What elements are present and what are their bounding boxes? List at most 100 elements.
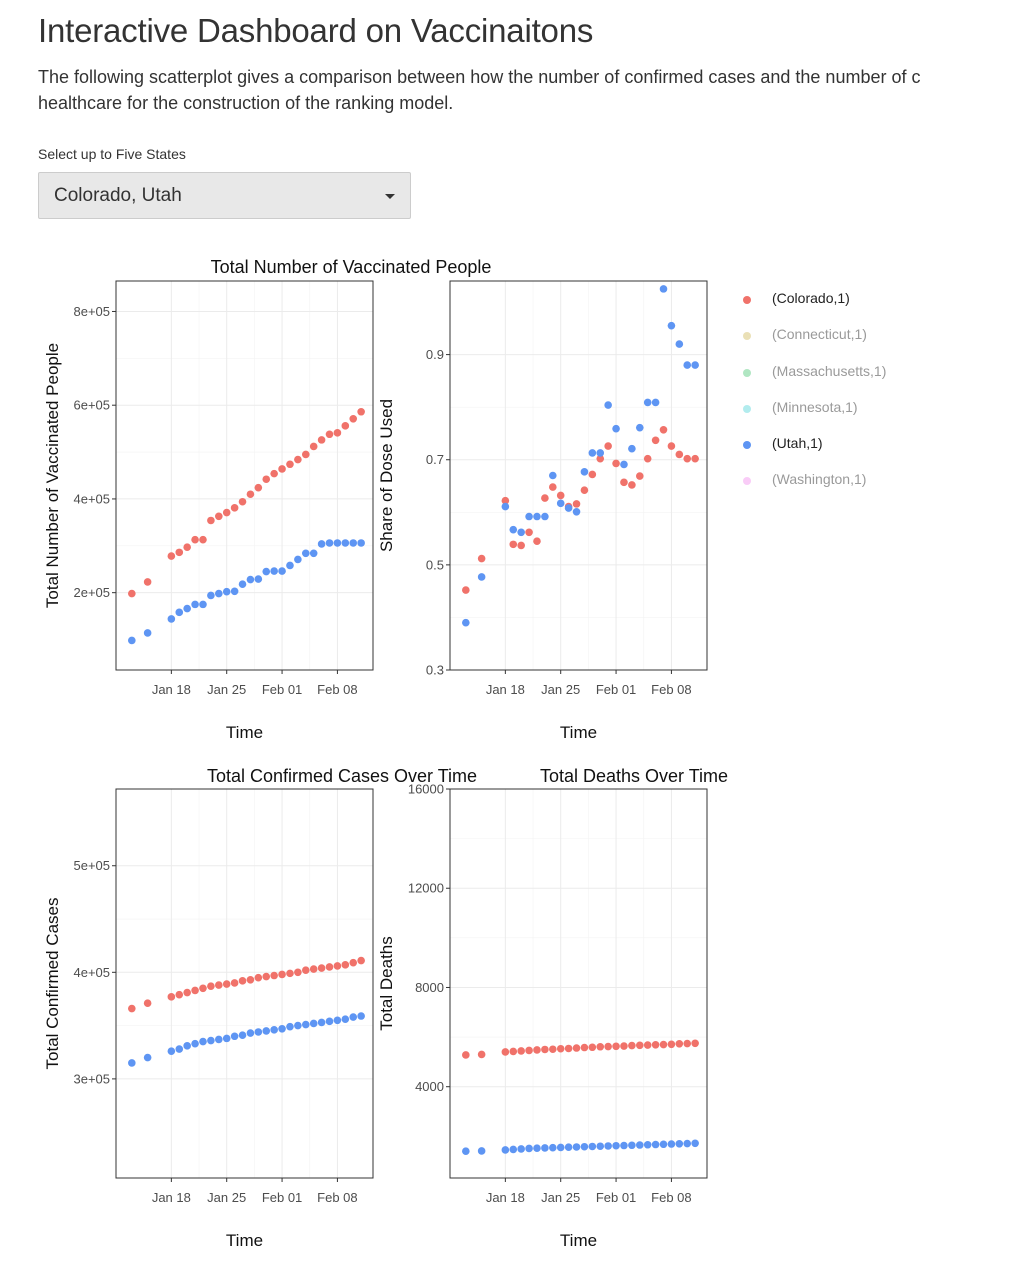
- data-point[interactable]: [620, 1042, 628, 1050]
- data-point[interactable]: [246, 975, 255, 984]
- data-point[interactable]: [325, 430, 334, 439]
- data-point[interactable]: [270, 567, 278, 575]
- data-point[interactable]: [604, 1042, 612, 1051]
- data-point[interactable]: [659, 1140, 668, 1149]
- data-point[interactable]: [143, 578, 152, 586]
- data-point[interactable]: [556, 1044, 565, 1053]
- data-point[interactable]: [462, 618, 470, 627]
- data-point[interactable]: [254, 483, 263, 492]
- data-point[interactable]: [588, 1043, 597, 1052]
- data-point[interactable]: [509, 525, 518, 534]
- data-point[interactable]: [612, 1042, 620, 1051]
- data-point[interactable]: [691, 1039, 699, 1048]
- state-select[interactable]: Colorado, Utah: [38, 172, 411, 219]
- data-point[interactable]: [143, 999, 152, 1008]
- data-point[interactable]: [604, 1142, 612, 1150]
- data-point[interactable]: [635, 472, 644, 480]
- data-point[interactable]: [238, 977, 247, 985]
- data-point[interactable]: [556, 491, 565, 500]
- data-point[interactable]: [309, 1019, 318, 1028]
- data-point[interactable]: [278, 567, 286, 575]
- data-point[interactable]: [556, 1143, 565, 1152]
- data-point[interactable]: [222, 508, 231, 517]
- data-point[interactable]: [501, 502, 510, 511]
- data-point[interactable]: [525, 1046, 533, 1055]
- data-point[interactable]: [333, 962, 342, 970]
- data-point[interactable]: [128, 589, 136, 598]
- data-point[interactable]: [683, 1039, 692, 1048]
- data-point[interactable]: [667, 321, 676, 330]
- data-point[interactable]: [341, 1015, 350, 1024]
- data-point[interactable]: [230, 979, 239, 987]
- data-point[interactable]: [143, 629, 152, 637]
- data-point[interactable]: [675, 450, 684, 459]
- data-point[interactable]: [254, 1028, 263, 1036]
- data-point[interactable]: [333, 429, 342, 437]
- data-point[interactable]: [659, 1040, 668, 1049]
- data-point[interactable]: [628, 444, 636, 453]
- data-point[interactable]: [462, 1147, 470, 1156]
- data-point[interactable]: [588, 1142, 597, 1151]
- data-point[interactable]: [262, 475, 271, 484]
- data-point[interactable]: [501, 1146, 510, 1154]
- data-point[interactable]: [222, 1034, 231, 1043]
- data-point[interactable]: [635, 423, 644, 432]
- data-point[interactable]: [588, 470, 597, 479]
- data-point[interactable]: [262, 567, 271, 576]
- data-point[interactable]: [167, 993, 176, 1001]
- data-point[interactable]: [349, 414, 358, 423]
- data-point[interactable]: [541, 512, 549, 521]
- data-point[interactable]: [612, 424, 620, 433]
- data-point[interactable]: [175, 990, 184, 999]
- data-point[interactable]: [317, 540, 326, 548]
- data-point[interactable]: [683, 361, 692, 369]
- data-point[interactable]: [270, 971, 278, 980]
- data-point[interactable]: [199, 1037, 207, 1046]
- data-point[interactable]: [509, 1145, 518, 1154]
- data-point[interactable]: [301, 966, 310, 974]
- data-point[interactable]: [635, 1141, 644, 1149]
- data-point[interactable]: [128, 1004, 136, 1013]
- data-point[interactable]: [175, 1045, 184, 1053]
- data-point[interactable]: [167, 1047, 176, 1055]
- data-point[interactable]: [286, 969, 294, 978]
- data-point[interactable]: [278, 1024, 286, 1033]
- data-point[interactable]: [651, 436, 660, 445]
- data-point[interactable]: [309, 442, 318, 451]
- data-point[interactable]: [230, 587, 239, 596]
- data-point[interactable]: [683, 454, 692, 463]
- data-point[interactable]: [604, 442, 612, 450]
- data-point[interactable]: [620, 1141, 628, 1150]
- data-point[interactable]: [215, 981, 223, 989]
- data-point[interactable]: [612, 459, 620, 468]
- data-point[interactable]: [128, 1059, 136, 1067]
- data-point[interactable]: [517, 1145, 525, 1153]
- data-point[interactable]: [325, 963, 334, 971]
- data-point[interactable]: [572, 1044, 581, 1052]
- data-point[interactable]: [333, 1016, 342, 1025]
- data-point[interactable]: [238, 497, 247, 506]
- data-point[interactable]: [215, 512, 223, 521]
- data-point[interactable]: [643, 398, 652, 407]
- data-point[interactable]: [596, 454, 605, 463]
- data-point[interactable]: [462, 586, 470, 594]
- data-point[interactable]: [596, 449, 605, 457]
- data-point[interactable]: [341, 961, 350, 969]
- data-point[interactable]: [301, 1020, 310, 1029]
- data-point[interactable]: [517, 528, 525, 537]
- data-point[interactable]: [301, 450, 310, 459]
- data-point[interactable]: [509, 540, 518, 549]
- data-point[interactable]: [175, 548, 184, 557]
- data-point[interactable]: [294, 555, 302, 564]
- data-point[interactable]: [215, 1035, 223, 1044]
- data-point[interactable]: [286, 1022, 294, 1031]
- data-point[interactable]: [341, 539, 350, 547]
- data-point[interactable]: [270, 1026, 278, 1034]
- data-point[interactable]: [651, 398, 660, 407]
- data-point[interactable]: [667, 442, 676, 450]
- data-point[interactable]: [317, 436, 326, 444]
- data-point[interactable]: [254, 973, 263, 982]
- data-point[interactable]: [477, 573, 486, 581]
- data-point[interactable]: [278, 970, 286, 979]
- data-point[interactable]: [683, 1139, 692, 1148]
